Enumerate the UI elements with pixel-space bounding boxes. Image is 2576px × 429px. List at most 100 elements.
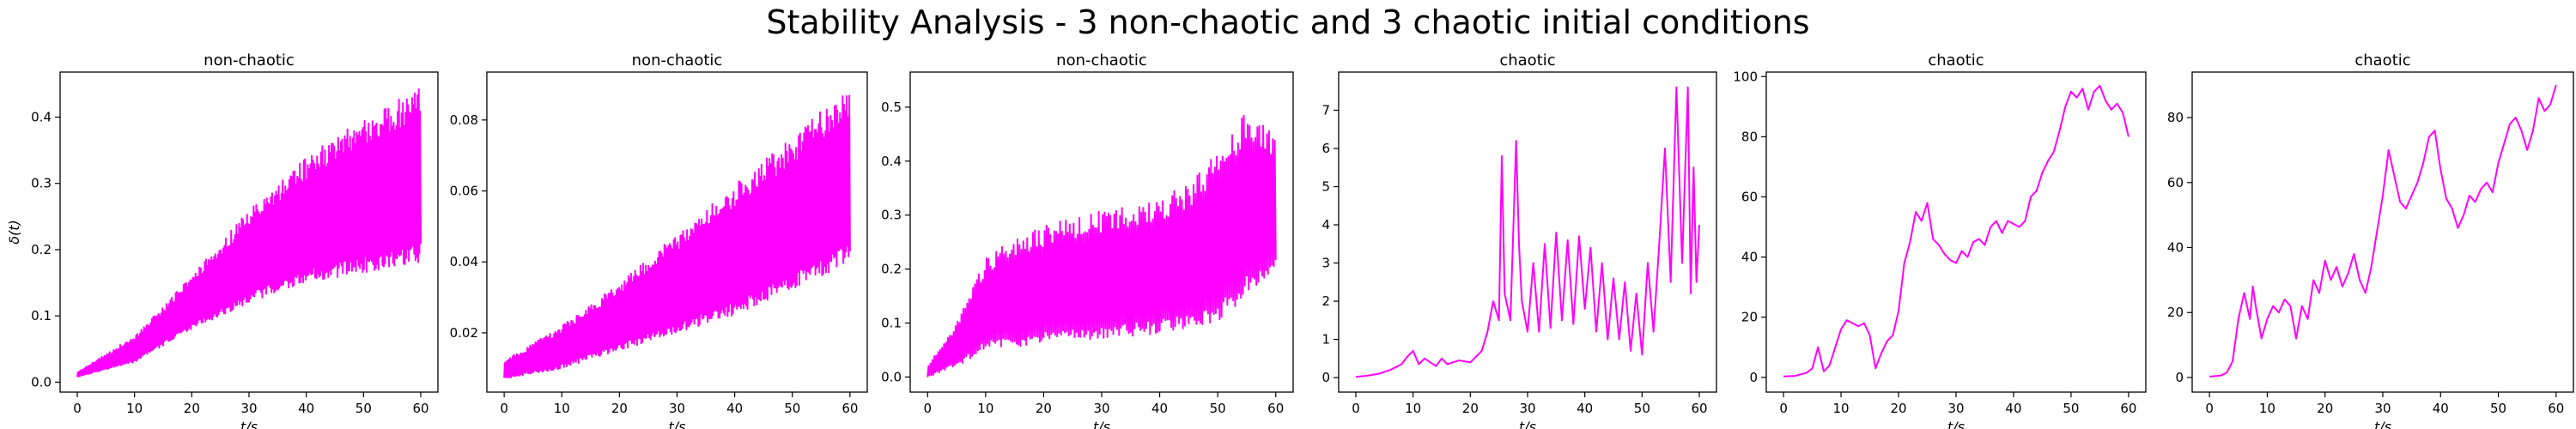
y-tick-label: 60 — [1741, 189, 1758, 204]
x-tick-label: 40 — [2433, 401, 2449, 416]
y-axis-label: δ(t) — [6, 220, 22, 245]
axes-frame — [1765, 71, 2147, 393]
x-tick-label: 10 — [126, 401, 143, 416]
x-tick-label: 0 — [1352, 401, 1360, 416]
subplot-4: 0 10 20 30 40 50 60 0 1 2 3 4 5 6 7 chaotic t/s — [1321, 51, 1717, 429]
series-line-5-1 — [1783, 84, 2129, 378]
x-tick-label: 20 — [2317, 401, 2333, 416]
x-tick-label: 30 — [1947, 401, 1964, 416]
y-tick-label: 0 — [1749, 370, 1758, 385]
series-line-3-1 — [927, 114, 1277, 378]
x-tick-label: 20 — [611, 401, 628, 416]
x-tick-label: 20 — [184, 401, 200, 416]
x-tick-label: 60 — [2548, 401, 2564, 416]
x-tick-label: 0 — [500, 401, 508, 416]
y-tick-label: 0.1 — [881, 315, 902, 330]
y-tick-label: 0.2 — [881, 262, 902, 277]
x-tick-label: 0 — [1779, 401, 1788, 416]
x-tick-label: 0 — [2205, 401, 2214, 416]
subplot-1: 0 10 20 30 40 50 60 0.0 0.1 0.2 0.3 0.4 non-chaotic t… — [6, 51, 439, 429]
y-tick-label: 20 — [2167, 305, 2184, 320]
y-tick-label: 0 — [2175, 370, 2184, 385]
x-tick-label: 10 — [2259, 401, 2275, 416]
y-tick-label: 0.1 — [31, 308, 52, 323]
figure-suptitle: Stability Analysis - 3 non-chaotic and 3… — [766, 3, 1810, 41]
x-tick-label: 10 — [1833, 401, 1850, 416]
x-tick-label: 50 — [1210, 401, 1226, 416]
y-tick-label: 7 — [1321, 103, 1330, 118]
subplot-2: 0 10 20 30 40 50 60 0.02 0.04 0.06 0.08 non-chaotic… — [450, 51, 868, 429]
x-tick-label: 20 — [1890, 401, 1906, 416]
x-tick-label: 40 — [298, 401, 314, 416]
x-tick-label: 10 — [1405, 401, 1421, 416]
x-tick-label: 30 — [2374, 401, 2391, 416]
y-tick-label: 0.2 — [31, 242, 52, 257]
y-tick-label: 0.08 — [450, 112, 478, 128]
x-tick-label: 0 — [73, 401, 82, 416]
x-tick-label: 50 — [1634, 401, 1650, 416]
y-tick-label: 40 — [1741, 250, 1758, 265]
y-tick-label: 0.0 — [31, 374, 52, 390]
x-tick-label: 50 — [355, 401, 372, 416]
y-tick-label: 0 — [1321, 370, 1330, 385]
subplot-title: non-chaotic — [204, 51, 295, 69]
x-tick-label: 0 — [923, 401, 932, 416]
x-tick-label: 50 — [784, 401, 800, 416]
x-tick-label: 20 — [1036, 401, 1052, 416]
x-tick-label: 60 — [841, 401, 858, 416]
x-tick-label: 50 — [2490, 401, 2506, 416]
subplot-title: chaotic — [1928, 51, 1984, 69]
series-line-4-1 — [1355, 86, 1700, 378]
subplot-title: chaotic — [1499, 51, 1555, 69]
x-tick-label: 30 — [669, 401, 685, 416]
x-tick-label: 30 — [1093, 401, 1109, 416]
y-tick-label: 80 — [1741, 129, 1758, 144]
x-tick-label: 60 — [1691, 401, 1707, 416]
y-tick-label: 20 — [1741, 310, 1758, 325]
x-tick-label: 40 — [1577, 401, 1593, 416]
y-tick-label: 5 — [1321, 179, 1330, 195]
x-tick-label: 10 — [977, 401, 993, 416]
subplot-title: non-chaotic — [632, 51, 723, 69]
y-tick-label: 40 — [2167, 239, 2184, 255]
x-tick-label: 30 — [1519, 401, 1535, 416]
y-tick-label: 0.3 — [31, 176, 52, 191]
x-tick-label: 60 — [2120, 401, 2136, 416]
y-tick-label: 0.4 — [31, 110, 52, 125]
y-tick-label: 80 — [2167, 110, 2184, 125]
y-tick-label: 6 — [1321, 141, 1330, 156]
y-tick-label: 0.4 — [881, 154, 902, 169]
x-tick-label: 40 — [1151, 401, 1168, 416]
x-axis-label: t/s — [240, 419, 258, 429]
series-line-2-1 — [503, 94, 851, 379]
x-tick-label: 40 — [2005, 401, 2021, 416]
x-axis-label: t/s — [1947, 419, 1965, 429]
y-tick-label: 0.0 — [881, 369, 902, 384]
y-tick-label: 0.02 — [450, 325, 478, 341]
y-tick-label: 0.04 — [450, 254, 478, 269]
y-tick-label: 100 — [1733, 69, 1758, 84]
x-tick-label: 10 — [554, 401, 570, 416]
x-tick-label: 60 — [412, 401, 428, 416]
y-tick-label: 60 — [2167, 175, 2184, 190]
y-tick-label: 4 — [1321, 217, 1330, 233]
series-line-1-1 — [76, 88, 422, 378]
x-axis-label: t/s — [669, 419, 686, 429]
x-axis-label: t/s — [2374, 419, 2391, 429]
x-tick-label: 50 — [2063, 401, 2079, 416]
y-tick-label: 0.3 — [881, 208, 902, 223]
subplot-3: 0 10 20 30 40 50 60 0.0 0.1 0.2 0.3 0.4 0.5 non-chaot… — [881, 51, 1294, 429]
y-tick-label: 2 — [1321, 293, 1330, 309]
x-tick-label: 30 — [240, 401, 257, 416]
x-axis-label: t/s — [1519, 419, 1536, 429]
x-tick-label: 40 — [726, 401, 743, 416]
x-tick-label: 20 — [1462, 401, 1479, 416]
y-tick-label: 0.5 — [881, 100, 902, 115]
subplot-6: 0 10 20 30 40 50 60 0 20 40 60 80 chaotic t/s — [2167, 51, 2574, 429]
subplot-5: 0 10 20 30 40 50 60 0 20 40 60 80 100 chaotic t/s — [1733, 51, 2147, 429]
y-tick-label: 3 — [1321, 256, 1330, 271]
y-tick-label: 0.06 — [450, 184, 478, 199]
x-tick-label: 60 — [1267, 401, 1284, 416]
y-tick-label: 1 — [1321, 332, 1330, 347]
